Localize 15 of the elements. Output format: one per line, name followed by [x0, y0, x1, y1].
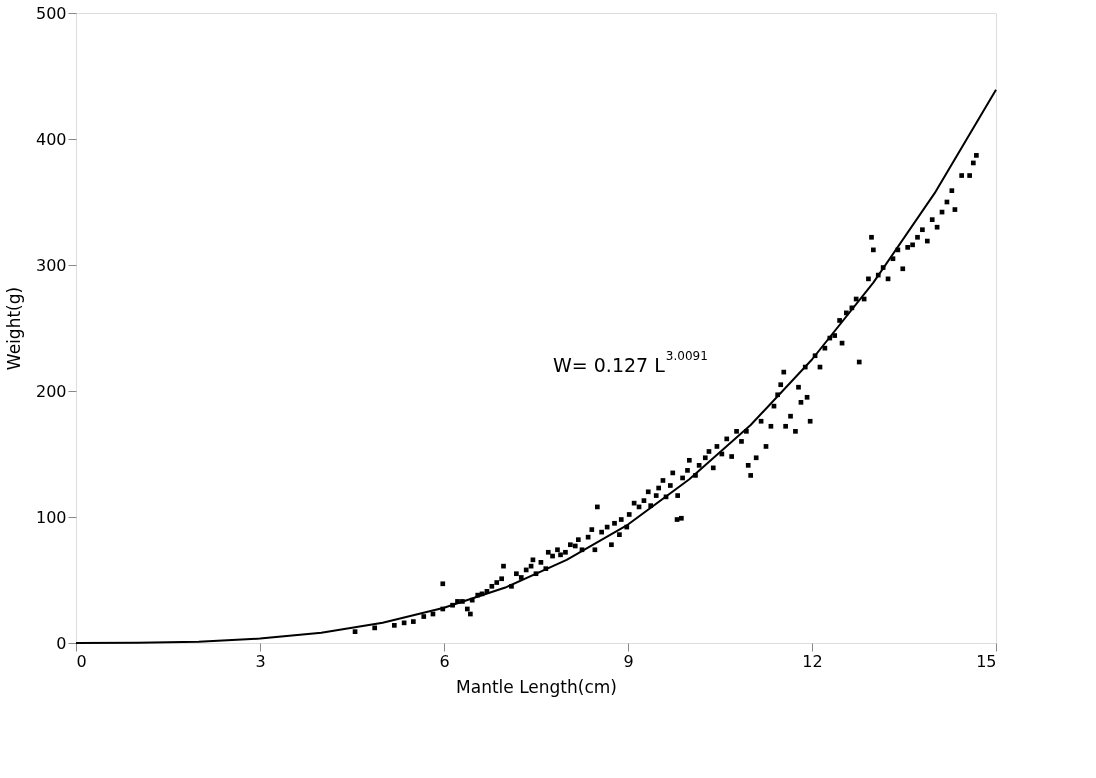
y-tick-label: 0: [56, 633, 67, 653]
y-tick-label: 200: [35, 381, 67, 401]
line-series: [75, 88, 997, 644]
x-tick-label: 6: [439, 651, 450, 671]
x-axis-title: Mantle Length(cm): [456, 676, 617, 697]
y-tick-label: 400: [35, 129, 67, 149]
y-tick-label: 100: [35, 507, 67, 527]
x-tick-label: 0: [76, 651, 87, 671]
x-tick-label: 9: [623, 651, 634, 671]
x-tick-label: 15: [976, 651, 997, 671]
x-tick-label: 3: [255, 651, 266, 671]
x-tick-label: 12: [802, 651, 823, 671]
y-tick-label: 300: [35, 255, 67, 275]
y-axis-title: Weight(g): [3, 286, 24, 371]
y-tick-label: 500: [35, 3, 67, 23]
